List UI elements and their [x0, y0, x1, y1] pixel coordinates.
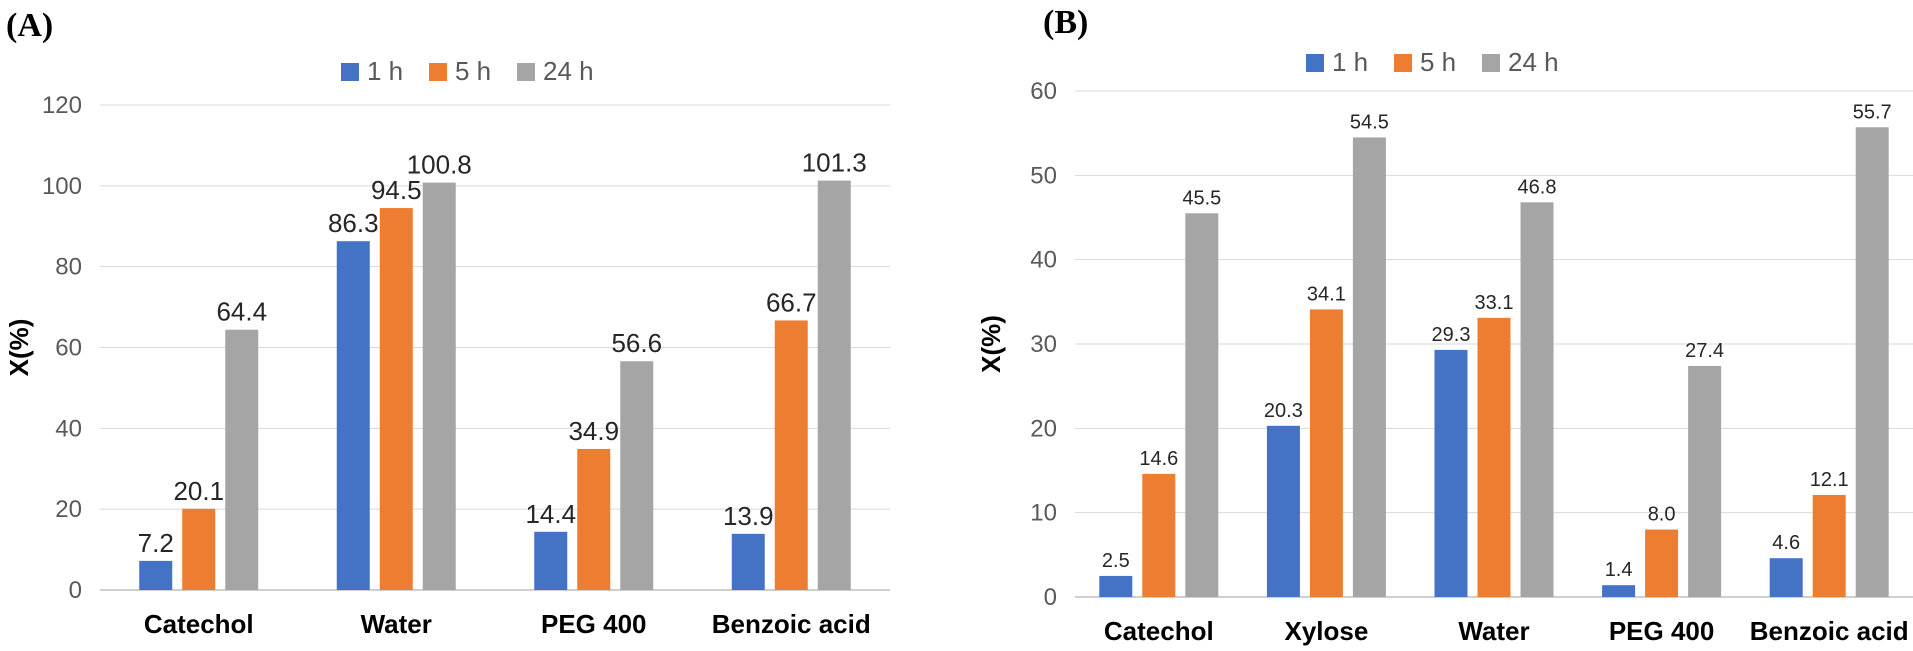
chart-b-bar-5h [1812, 494, 1846, 597]
chart-b-y-tick-label: 30 [1030, 331, 1057, 358]
chart-a-legend-label: 1 h [367, 56, 403, 86]
chart-b-bar-24h [1855, 127, 1889, 597]
chart-a-bar-1h [336, 241, 370, 590]
chart-b-legend-label: 5 h [1420, 47, 1456, 77]
chart-a-bar-24h [225, 329, 259, 590]
chart-a-category-label: Benzoic acid [712, 609, 871, 639]
chart-b-y-tick-label: 20 [1030, 415, 1057, 442]
chart-a-y-axis-title: X(%) [4, 319, 34, 377]
chart-b-y-tick-label: 60 [1030, 78, 1057, 105]
chart-b-data-label: 2.5 [1102, 550, 1130, 572]
chart-a-bar-1h [139, 560, 173, 590]
chart-a-category-label: Catechol [144, 609, 254, 639]
chart-a-legend-label: 24 h [543, 56, 594, 86]
chart-b-y-tick-label: 10 [1030, 500, 1057, 527]
chart-b-legend-swatch-24h [1482, 54, 1500, 72]
chart-b-bar-1h [1099, 575, 1133, 597]
chart-b-legend-swatch-5h [1394, 54, 1412, 72]
chart-b-bar-5h [1477, 317, 1511, 597]
chart-a-legend-swatch-5h [429, 63, 447, 81]
chart-a-data-label: 101.3 [802, 148, 867, 178]
chart-b-data-label: 45.5 [1182, 187, 1221, 209]
chart-a-y-tick-label: 80 [55, 254, 82, 281]
chart-a-data-label: 20.1 [173, 476, 224, 506]
chart-a-data-label: 7.2 [138, 528, 174, 558]
chart-b-bar-24h [1520, 202, 1554, 597]
chart-a-data-label: 94.5 [371, 175, 422, 205]
chart-b-bar-1h [1769, 558, 1803, 597]
chart-a-bar-1h [534, 531, 568, 590]
chart-a-y-tick-label: 40 [55, 415, 82, 442]
chart-a-data-label: 64.4 [216, 297, 267, 327]
chart-b-y-axis-title: X(%) [976, 315, 1006, 373]
chart-b-category-label: Benzoic acid [1750, 616, 1909, 646]
chart-a-data-label: 13.9 [723, 501, 774, 531]
chart-a-y-tick-label: 20 [55, 496, 82, 523]
chart-b-data-label: 14.6 [1139, 448, 1178, 470]
chart-b-data-label: 27.4 [1685, 340, 1724, 362]
chart-a-bar-24h [817, 180, 851, 590]
chart-b-bar-1h [1266, 425, 1300, 597]
chart-b-bar-24h [1185, 213, 1219, 598]
chart-b-data-label: 20.3 [1264, 400, 1303, 422]
chart-b-data-label: 54.5 [1350, 111, 1389, 133]
chart-b-bar-1h [1602, 585, 1636, 597]
chart-a-bar-24h [620, 361, 654, 590]
chart-a-bar-24h [422, 182, 456, 590]
chart-a-y-tick-label: 120 [42, 92, 82, 119]
chart-a-legend-label: 5 h [455, 56, 491, 86]
chart-b-legend-label: 24 h [1508, 47, 1559, 77]
chart-b-bar-24h [1688, 365, 1722, 597]
chart-b-data-label: 34.1 [1307, 283, 1346, 305]
chart-b-bar-1h [1434, 349, 1468, 597]
chart-b-category-label: Xylose [1284, 616, 1368, 646]
chart-b-data-label: 55.7 [1853, 101, 1892, 123]
chart-a-bar-5h [379, 208, 413, 590]
chart-b-y-tick-label: 50 [1030, 162, 1057, 189]
chart-b-y-tick-label: 0 [1044, 584, 1057, 611]
chart-b-data-label: 4.6 [1772, 532, 1800, 554]
chart-a-legend-swatch-24h [517, 63, 535, 81]
chart-b-bar-5h [1645, 529, 1679, 597]
chart-a-data-label: 34.9 [568, 416, 619, 446]
chart-b-data-label: 1.4 [1605, 559, 1633, 581]
chart-b-data-label: 12.1 [1810, 469, 1849, 491]
chart-a-data-label: 86.3 [328, 208, 379, 238]
chart-b-data-label: 8.0 [1648, 504, 1676, 526]
chart-a-data-label: 100.8 [407, 150, 472, 180]
chart-b-data-label: 33.1 [1475, 292, 1514, 314]
chart-b-category-label: Catechol [1104, 616, 1214, 646]
chart-b-bar-24h [1352, 137, 1386, 597]
chart-a-bar-5h [577, 448, 611, 590]
chart-a-legend-swatch-1h [341, 63, 359, 81]
chart-b-category-label: PEG 400 [1609, 616, 1715, 646]
chart-a-y-tick-label: 100 [42, 173, 82, 200]
chart-a-bar-5h [774, 320, 808, 590]
chart-a-panel-label: (A) [6, 7, 53, 44]
chart-b-y-tick-label: 40 [1030, 247, 1057, 274]
chart-b-panel-label: (B) [1043, 4, 1088, 41]
chart-b-data-label: 46.8 [1518, 176, 1557, 198]
chart-b-data-label: 29.3 [1432, 324, 1471, 346]
chart-b-bar-5h [1309, 309, 1343, 597]
chart-a-data-label: 14.4 [525, 499, 576, 529]
chart-a-category-label: PEG 400 [541, 609, 647, 639]
chart-a-data-label: 66.7 [766, 287, 817, 317]
chart-a-y-tick-label: 60 [55, 335, 82, 362]
chart-b-bar-5h [1142, 473, 1176, 597]
chart-a-y-tick-label: 0 [69, 577, 82, 604]
chart-a-data-label: 56.6 [611, 328, 662, 358]
chart-b-legend-swatch-1h [1306, 54, 1324, 72]
chart-b-category-label: Water [1458, 616, 1529, 646]
chart-b-legend-label: 1 h [1332, 47, 1368, 77]
chart-a-bar-1h [731, 533, 765, 590]
chart-a-bar-5h [182, 508, 216, 590]
chart-a-category-label: Water [361, 609, 432, 639]
